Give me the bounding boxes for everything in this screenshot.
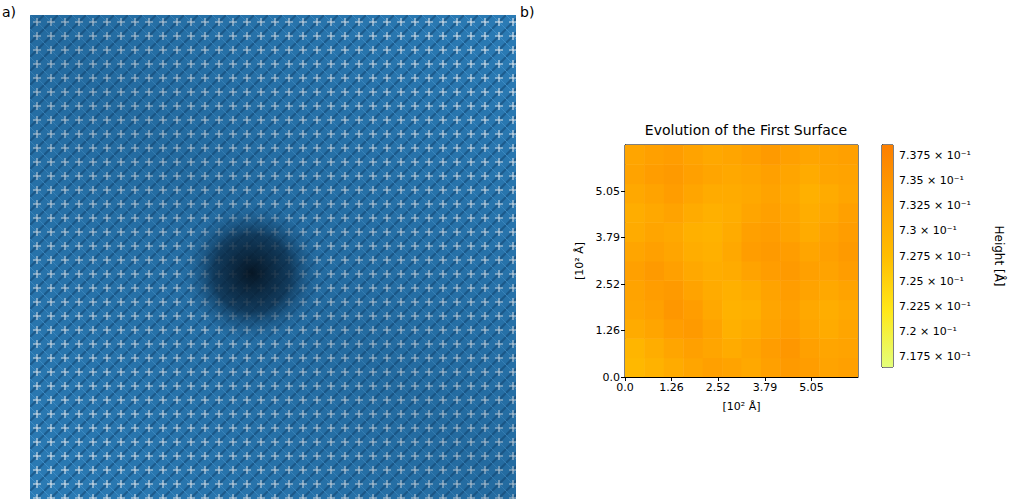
svg-text:7.175 × 10⁻¹: 7.175 × 10⁻¹ bbox=[899, 350, 971, 363]
svg-text:0.0: 0.0 bbox=[616, 381, 634, 394]
html-text:a): a) bbox=[2, 4, 16, 20]
svg-text:3.79: 3.79 bbox=[596, 231, 621, 244]
svg-text:7.2 × 10⁻¹: 7.2 × 10⁻¹ bbox=[899, 325, 957, 338]
svg-text:[10² Å]: [10² Å] bbox=[722, 400, 760, 413]
svg-text:2.52: 2.52 bbox=[596, 278, 621, 291]
svg-text:7.225 × 10⁻¹: 7.225 × 10⁻¹ bbox=[899, 300, 971, 313]
svg-text:0.0: 0.0 bbox=[602, 370, 620, 384]
svg-text:7.375 × 10⁻¹: 7.375 × 10⁻¹ bbox=[899, 149, 971, 162]
svg-text:7.25 × 10⁻¹: 7.25 × 10⁻¹ bbox=[899, 275, 964, 288]
svg-text:7.3 × 10⁻¹: 7.3 × 10⁻¹ bbox=[899, 224, 957, 237]
svg-text:5.05: 5.05 bbox=[799, 381, 824, 394]
svg-text:1.26: 1.26 bbox=[596, 324, 621, 337]
svg-text:[10² Å]: [10² Å] bbox=[573, 242, 586, 280]
svg-text:5.05: 5.05 bbox=[596, 185, 621, 198]
svg-text:7.35 × 10⁻¹: 7.35 × 10⁻¹ bbox=[899, 174, 964, 187]
svg-text:Evolution of the First Surface: Evolution of the First Surface bbox=[645, 122, 847, 138]
svg-text:2.52: 2.52 bbox=[706, 381, 731, 394]
html-text:b): b) bbox=[520, 4, 535, 20]
svg-text:Height [Å]: Height [Å] bbox=[992, 225, 1007, 286]
svg-text:7.275 × 10⁻¹: 7.275 × 10⁻¹ bbox=[899, 250, 971, 263]
svg-text:3.79: 3.79 bbox=[753, 381, 778, 394]
svg-text:1.26: 1.26 bbox=[659, 381, 684, 394]
svg-text:7.325 × 10⁻¹: 7.325 × 10⁻¹ bbox=[899, 199, 971, 212]
